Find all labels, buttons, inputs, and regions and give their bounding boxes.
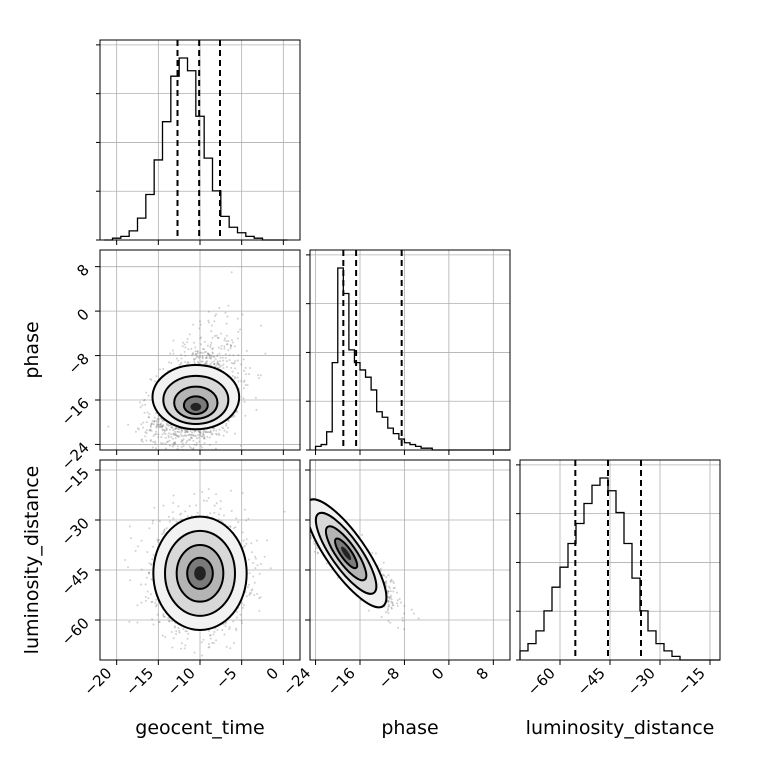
x-axis-label-phase: phase [381, 717, 438, 739]
scatter-phase-luminosity-distance-xtick-label: −24 [279, 664, 314, 699]
hist-luminosity-distance-frame [519, 459, 721, 661]
scatter-phase-luminosity-distance-contour-level [341, 546, 352, 561]
scatter-geocent-time-luminosity-distance-xtick-label: −5 [212, 664, 240, 692]
scatter-geocent-time-luminosity-distance-ytick-label: −15 [58, 464, 93, 499]
scatter-geocent-time-luminosity-distance-xtick-label: −15 [122, 664, 157, 699]
panel-scatter-geocent-time-phase: −24−16−808 [58, 249, 301, 474]
panel-scatter-geocent-time-luminosity-distance: −20 −15 −10 −5 0−60−45−30−15 [58, 459, 301, 699]
scatter-geocent-time-phase-contour-level [190, 402, 202, 411]
scatter-phase-luminosity-distance-xtick-label: −16 [324, 664, 359, 699]
scatter-phase-luminosity-distance-xtick-label: 0 [428, 664, 447, 683]
scatter-geocent-time-luminosity-distance-xtick-label: −20 [80, 664, 115, 699]
hist-luminosity-distance-xtick-label: −15 [674, 664, 709, 699]
x-axis-label-geocent-time: geocent_time [135, 717, 264, 739]
scatter-geocent-time-luminosity-distance-ytick-label: −30 [58, 514, 93, 549]
scatter-geocent-time-luminosity-distance-plot-area [124, 488, 286, 657]
hist-luminosity-distance-xtick-label: −30 [624, 664, 659, 699]
hist-phase-frame [309, 249, 511, 451]
scatter-geocent-time-luminosity-distance-ytick-label: −60 [58, 614, 93, 649]
scatter-geocent-time-phase-ytick-label: 0 [73, 305, 92, 324]
scatter-geocent-time-luminosity-distance-xtick-label: −10 [164, 664, 199, 699]
scatter-geocent-time-phase-ytick-label: −8 [64, 350, 92, 378]
scatter-geocent-time-phase-plot-area [107, 271, 267, 450]
x-axis-label-luminosity-distance: luminosity_distance [526, 717, 715, 739]
panel-scatter-phase-luminosity-distance: −24 −16 −8 0 8 [279, 459, 511, 699]
hist-phase-steps [314, 267, 510, 451]
hist-geocent-time-steps [104, 57, 288, 241]
panel-hist-phase [306, 249, 511, 455]
scatter-phase-luminosity-distance-xtick-label: 8 [473, 664, 492, 683]
hist-luminosity-distance-xtick-label: −60 [524, 664, 559, 699]
scatter-phase-luminosity-distance-xtick-label: −8 [375, 664, 403, 692]
hist-luminosity-distance-xtick-label: −45 [574, 664, 609, 699]
hist-luminosity-distance-steps [519, 477, 720, 661]
scatter-geocent-time-luminosity-distance-contour-level [194, 566, 206, 581]
y-axis-label-phase: phase [21, 321, 43, 378]
scatter-geocent-time-phase-ytick-label: −16 [58, 394, 93, 429]
scatter-phase-luminosity-distance-plot-area [310, 498, 420, 631]
scatter-geocent-time-phase-ytick-label: 8 [73, 261, 92, 280]
panel-hist-geocent-time [96, 39, 301, 245]
scatter-phase-luminosity-distance-frame [309, 459, 511, 661]
y-axis-label-luminosity-distance: luminosity_distance [21, 466, 43, 655]
scatter-geocent-time-luminosity-distance-xtick-label: 0 [263, 664, 282, 683]
panel-hist-luminosity-distance: −60 −45 −30 −15 [516, 459, 721, 699]
scatter-geocent-time-luminosity-distance-ytick-label: −45 [58, 564, 93, 599]
